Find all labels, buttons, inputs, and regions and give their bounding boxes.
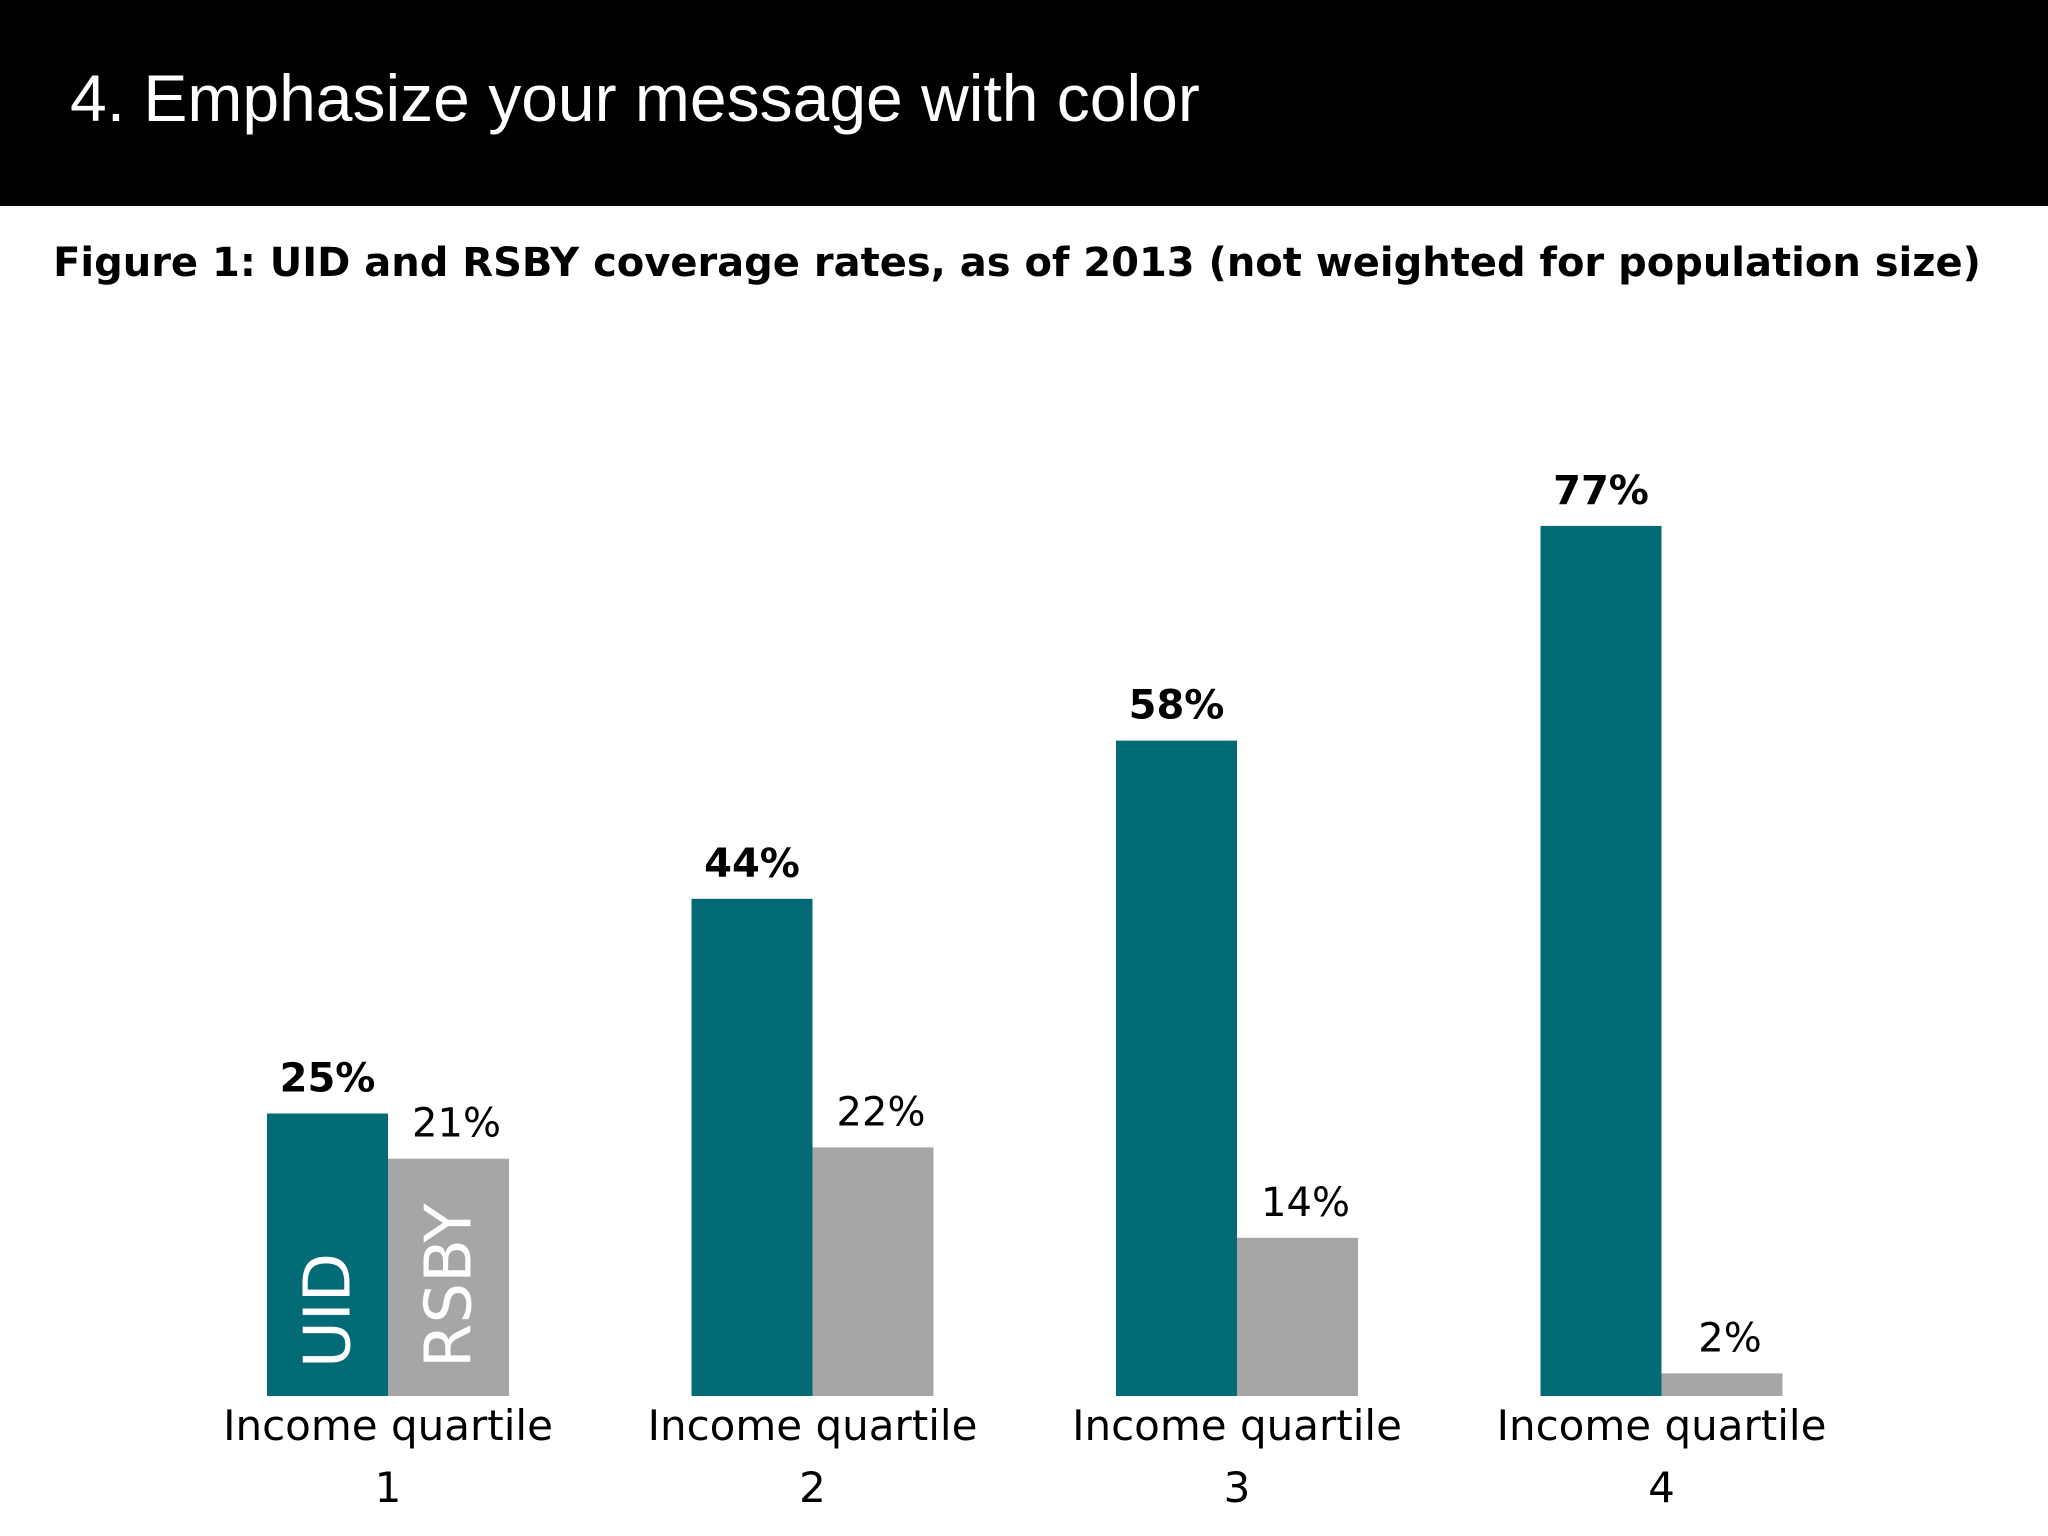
bar-chart: Figure 1: UID and RSBY coverage rates, a… xyxy=(53,240,1981,1512)
bar-rsby-q2 xyxy=(812,1147,934,1396)
bar-rsby-q1 xyxy=(388,1158,509,1396)
value-label-uid-q1: 25% xyxy=(280,1056,376,1102)
bar-uid-q3 xyxy=(1116,740,1237,1396)
bar-uid-q2 xyxy=(691,898,813,1396)
slide-title: 4. Emphasize your message with color xyxy=(70,61,1200,135)
bar-rsby-q3 xyxy=(1237,1237,1358,1396)
value-label-rsby-q1: 21% xyxy=(412,1101,501,1147)
slide-header: 4. Emphasize your message with color xyxy=(0,0,2048,206)
chart-title: Figure 1: UID and RSBY coverage rates, a… xyxy=(53,240,1981,286)
value-label-rsby-q4: 2% xyxy=(1698,1315,1761,1361)
value-label-rsby-q2: 22% xyxy=(837,1089,926,1135)
labels-layer: 25% UID 21% RSBY Income quartile 1 44% 22% Incom… xyxy=(223,468,1826,1512)
category-label-q2: Income quartile 2 xyxy=(648,1401,978,1512)
value-label-uid-q4: 77% xyxy=(1553,468,1649,514)
series-label-rsby: RSBY xyxy=(413,1203,487,1369)
bar-uid-q4 xyxy=(1540,525,1662,1396)
bar-uid-q1 xyxy=(267,1113,388,1396)
bar-rsby-q4 xyxy=(1661,1373,1783,1396)
bars-layer xyxy=(267,525,1783,1396)
category-label-q4: Income quartile 4 xyxy=(1497,1401,1827,1512)
value-label-uid-q2: 44% xyxy=(704,841,800,887)
series-label-uid: UID xyxy=(292,1253,366,1368)
value-label-uid-q3: 58% xyxy=(1129,683,1225,729)
category-label-q3: Income quartile 3 xyxy=(1072,1401,1402,1512)
value-label-rsby-q3: 14% xyxy=(1261,1180,1350,1226)
category-label-q1: Income quartile 1 xyxy=(223,1401,553,1512)
